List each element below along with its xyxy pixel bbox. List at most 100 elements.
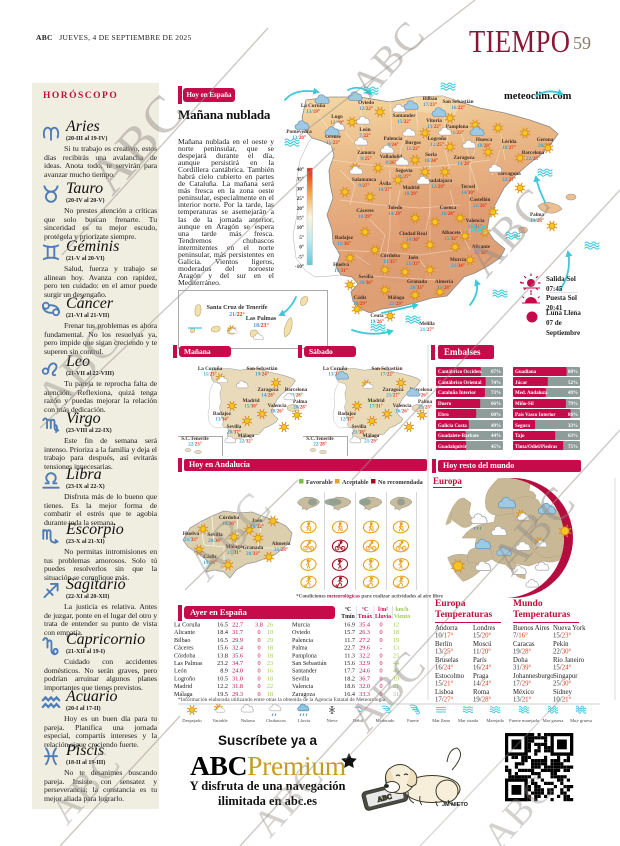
svg-text:9/27°: 9/27° xyxy=(358,182,369,189)
svg-text:15/21°: 15/21° xyxy=(435,681,453,688)
svg-text:Júcar: Júcar xyxy=(515,381,528,386)
svg-text:Aceptable: Aceptable xyxy=(342,479,369,486)
svg-text:21: 21 xyxy=(393,683,399,690)
svg-text:San Sebastián: San Sebastián xyxy=(247,366,278,372)
svg-text:Madrid: Madrid xyxy=(174,683,193,690)
svg-text:San Sebastián: San Sebastián xyxy=(443,99,474,105)
svg-text:27.2: 27.2 xyxy=(359,637,370,644)
svg-text:0: 0 xyxy=(379,660,382,667)
svg-text:Cataluña Interior: Cataluña Interior xyxy=(438,391,477,396)
svg-text:Sevilla: Sevilla xyxy=(292,675,309,682)
svg-text:Córdoba: Córdoba xyxy=(219,515,240,521)
svg-text:0: 0 xyxy=(257,660,260,667)
svg-text:Pekín: Pekín xyxy=(553,641,569,648)
svg-text:13/22°: 13/22° xyxy=(427,123,441,130)
svg-text:32.0: 32.0 xyxy=(359,683,370,690)
svg-text:18: 18 xyxy=(267,645,273,652)
svg-text:21/26°: 21/26° xyxy=(414,394,427,399)
svg-text:Bilbao: Bilbao xyxy=(423,96,438,102)
svg-text:66%: 66% xyxy=(491,402,501,407)
svg-text:Valencia: Valencia xyxy=(393,403,412,409)
svg-text:8/26°: 8/26° xyxy=(385,159,396,166)
svg-text:18/26°: 18/26° xyxy=(270,410,283,415)
svg-text:Buenos Aires: Buenos Aires xyxy=(513,625,550,632)
svg-text:20/36°: 20/36° xyxy=(208,537,222,544)
svg-text:Ciudad Real: Ciudad Real xyxy=(399,231,427,237)
svg-text:35.4: 35.4 xyxy=(359,622,370,629)
svg-text:12.2: 12.2 xyxy=(217,683,228,690)
svg-text:Guadiana: Guadiana xyxy=(515,370,537,375)
svg-text:44: 44 xyxy=(393,660,399,667)
svg-text:Cuenca: Cuenca xyxy=(440,205,457,211)
svg-text:Moderado: Moderado xyxy=(376,718,396,723)
svg-text:32.2: 32.2 xyxy=(359,652,370,659)
svg-text:15.7: 15.7 xyxy=(344,629,355,636)
svg-text:12/37°: 12/37° xyxy=(340,418,353,423)
svg-text:11/27°: 11/27° xyxy=(397,173,411,180)
svg-text:17/29°: 17/29° xyxy=(513,681,531,688)
svg-text:12: 12 xyxy=(393,622,399,629)
svg-text:Valencia: Valencia xyxy=(466,218,485,224)
svg-text:Nuboso: Nuboso xyxy=(241,718,256,723)
svg-text:15.6: 15.6 xyxy=(217,645,228,652)
svg-text:10: 10 xyxy=(267,629,273,636)
svg-text:Guadalete-Barbate: Guadalete-Barbate xyxy=(438,434,480,439)
svg-text:0°: 0° xyxy=(299,244,304,251)
svg-text:25: 25 xyxy=(393,652,399,659)
svg-text:12/19°: 12/19° xyxy=(330,119,344,126)
svg-text:Singapur: Singapur xyxy=(553,673,578,680)
svg-text:40°: 40° xyxy=(297,166,304,173)
svg-text:20/28°: 20/28° xyxy=(293,406,306,411)
svg-text:20/33°: 20/33° xyxy=(410,284,424,291)
svg-text:Barcelona: Barcelona xyxy=(410,387,433,393)
svg-text:24.0: 24.0 xyxy=(232,668,243,675)
svg-text:Berlín: Berlín xyxy=(435,641,453,648)
svg-text:18.4: 18.4 xyxy=(217,629,228,636)
svg-text:Mar gruesa: Mar gruesa xyxy=(543,718,564,723)
svg-text:15/20°: 15/20° xyxy=(473,633,491,640)
svg-text:Alicante: Alicante xyxy=(472,244,491,250)
svg-text:Zaragoza: Zaragoza xyxy=(257,387,278,393)
svg-text:31.8: 31.8 xyxy=(232,683,243,690)
svg-text:16/24°: 16/24° xyxy=(473,665,491,672)
svg-text:10.5: 10.5 xyxy=(217,675,228,682)
svg-text:Bilbao: Bilbao xyxy=(174,637,191,644)
svg-text:Orense: Orense xyxy=(325,134,341,140)
svg-text:La Coruña: La Coruña xyxy=(198,366,223,372)
svg-text:18: 18 xyxy=(393,629,399,636)
svg-text:7/22°: 7/22° xyxy=(359,132,370,139)
svg-text:18: 18 xyxy=(267,652,273,659)
svg-text:ABC: ABC xyxy=(456,177,561,286)
svg-text:Med. Andaluza: Med. Andaluza xyxy=(515,391,548,396)
svg-text:13/21°: 13/21° xyxy=(513,697,531,704)
svg-text:Badajoz: Badajoz xyxy=(338,411,357,417)
svg-text:49%: 49% xyxy=(568,391,578,396)
svg-text:Andorra: Andorra xyxy=(435,625,458,632)
svg-text:Sídney: Sídney xyxy=(553,689,572,696)
svg-text:0: 0 xyxy=(257,675,260,682)
svg-text:33.3: 33.3 xyxy=(359,691,370,698)
svg-text:París: París xyxy=(473,657,487,664)
svg-text:La Coruña: La Coruña xyxy=(174,622,201,629)
svg-text:10/29°: 10/29° xyxy=(358,213,372,220)
svg-text:19: 19 xyxy=(393,675,399,682)
svg-text:Málaga: Málaga xyxy=(174,691,193,698)
svg-text:10°: 10° xyxy=(297,224,304,231)
svg-text:ABC: ABC xyxy=(340,642,436,741)
svg-text:ABC: ABC xyxy=(342,11,434,107)
svg-text:22/27°: 22/27° xyxy=(502,176,516,183)
svg-text:14/30°: 14/30° xyxy=(461,189,475,196)
svg-text:14/28°: 14/28° xyxy=(261,394,274,399)
svg-text:31.0: 31.0 xyxy=(232,675,243,682)
svg-text:13: 13 xyxy=(393,645,399,652)
svg-text:Roma: Roma xyxy=(473,689,489,696)
svg-text:21/28°: 21/28° xyxy=(418,406,431,411)
svg-text:15/23°: 15/23° xyxy=(326,139,340,146)
svg-text:07 de: 07 de xyxy=(546,319,562,327)
svg-text:Jaén: Jaén xyxy=(408,255,418,261)
svg-text:Valladolid: Valladolid xyxy=(380,154,403,160)
svg-text:Valencia: Valencia xyxy=(268,403,287,409)
svg-text:0: 0 xyxy=(379,637,382,644)
svg-text:-5°: -5° xyxy=(297,253,304,260)
svg-text:Sevilla: Sevilla xyxy=(352,424,367,430)
